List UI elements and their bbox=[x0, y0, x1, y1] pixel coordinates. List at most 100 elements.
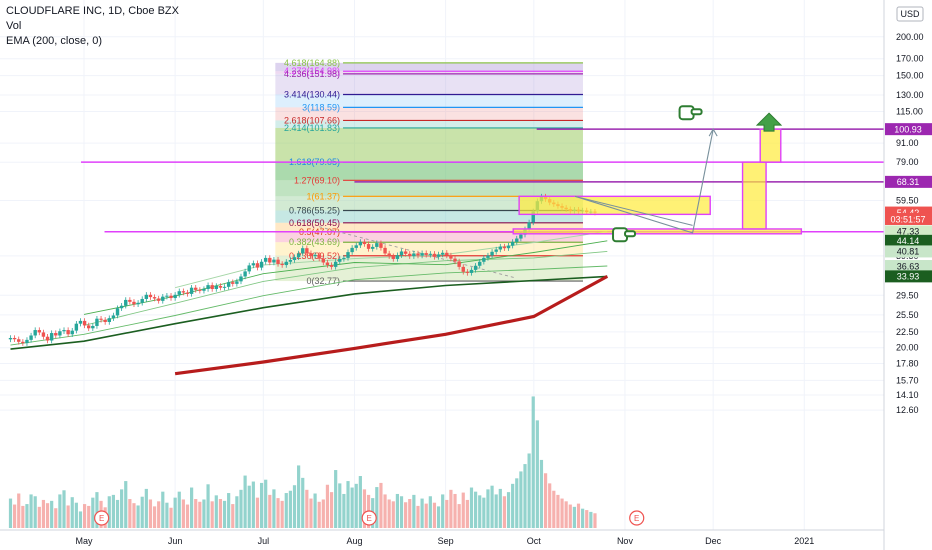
candle-body bbox=[66, 330, 70, 335]
volume-bar bbox=[259, 482, 264, 528]
candle-body bbox=[33, 330, 37, 336]
candle-body bbox=[107, 318, 111, 323]
volume-bar bbox=[420, 498, 424, 528]
up-arrow-icon bbox=[755, 112, 783, 132]
candle-body bbox=[449, 255, 453, 259]
candle-body bbox=[346, 252, 350, 258]
highlight-box bbox=[518, 195, 711, 216]
time-axis-tick: Jul bbox=[258, 536, 270, 546]
volume-bar bbox=[58, 494, 62, 528]
volume-bar bbox=[585, 510, 589, 528]
volume-bar bbox=[82, 504, 87, 528]
candle-body bbox=[519, 234, 523, 239]
volume-bar bbox=[408, 499, 412, 528]
volume-bar bbox=[416, 505, 420, 528]
volume-bar bbox=[399, 496, 404, 528]
price-axis-tick: 22.50 bbox=[896, 327, 919, 337]
candle-body bbox=[296, 253, 301, 258]
price-badge bbox=[885, 225, 932, 238]
candle-body bbox=[329, 265, 334, 267]
volume-bar bbox=[329, 492, 334, 528]
candle-body bbox=[17, 339, 21, 342]
volume-bar bbox=[280, 500, 284, 528]
volume-bar bbox=[404, 502, 408, 528]
volume-bar bbox=[338, 483, 342, 528]
volume-bar bbox=[227, 493, 231, 528]
volume-bar bbox=[218, 499, 223, 528]
candle-body bbox=[309, 253, 313, 257]
volume-bar bbox=[255, 497, 260, 528]
volume-bar bbox=[581, 508, 585, 528]
price-axis-tick: 29.50 bbox=[896, 290, 919, 300]
candle-body bbox=[515, 238, 519, 242]
candle-body bbox=[54, 333, 58, 336]
candle-body bbox=[235, 281, 239, 284]
candle-body bbox=[494, 249, 498, 252]
volume-bar bbox=[95, 492, 99, 528]
price-axis-tick: 130.00 bbox=[896, 90, 924, 100]
volume-bar bbox=[33, 496, 37, 528]
candle-body bbox=[379, 243, 383, 248]
candle-body bbox=[8, 337, 13, 340]
volume-bar bbox=[309, 498, 313, 528]
candle-body bbox=[132, 301, 136, 305]
candle-body bbox=[251, 263, 256, 266]
volume-bar bbox=[474, 491, 478, 528]
price-axis-tick: 115.00 bbox=[896, 107, 923, 117]
candle-body bbox=[305, 248, 309, 254]
time-axis-tick: Jun bbox=[168, 536, 183, 546]
volume-bar bbox=[572, 506, 576, 528]
fib-band bbox=[275, 196, 583, 211]
price-badge-label: 47.33 bbox=[897, 227, 920, 237]
volume-bar bbox=[301, 477, 305, 528]
volume-bar bbox=[136, 505, 140, 528]
candle-body bbox=[416, 253, 420, 256]
fib-level-label: 0(32.77) bbox=[306, 276, 340, 286]
highlight-box bbox=[759, 128, 782, 163]
volume-bar bbox=[317, 501, 321, 528]
legend-symbol[interactable]: CLOUDFLARE INC, 1D, Cboe BZX bbox=[6, 5, 179, 17]
price-badge-label: 36.63 bbox=[897, 261, 920, 271]
legend-volume[interactable]: Vol bbox=[6, 20, 22, 32]
candle-body bbox=[62, 330, 66, 332]
price-badge-label: 100.93 bbox=[894, 124, 922, 134]
price-axis-tick: 14.10 bbox=[896, 390, 919, 400]
volume-bar bbox=[548, 483, 552, 528]
volume-bar bbox=[527, 453, 531, 528]
moving-average-line bbox=[10, 265, 608, 346]
candle-body bbox=[78, 320, 83, 324]
legend-ema[interactable]: EMA (200, close, 0) bbox=[6, 35, 102, 47]
fib-level-label: 1.27(69.10) bbox=[294, 175, 340, 185]
volume-bar bbox=[144, 488, 148, 528]
wedge-line bbox=[574, 195, 693, 226]
candle-body bbox=[420, 253, 424, 256]
candle-body bbox=[148, 294, 153, 298]
price-axis-tick: 15.70 bbox=[896, 375, 919, 385]
projection-arrowhead bbox=[708, 128, 718, 137]
volume-bar bbox=[556, 494, 560, 528]
projection-path bbox=[574, 128, 714, 234]
earnings-marker-icon bbox=[629, 510, 645, 526]
fib-level-label: 0.618(50.45) bbox=[289, 218, 340, 228]
volume-bar bbox=[334, 470, 338, 528]
highlight-box bbox=[512, 228, 803, 235]
candle-body bbox=[29, 335, 33, 340]
candle-body bbox=[70, 330, 74, 335]
candle-body bbox=[169, 295, 173, 299]
fib-band bbox=[275, 73, 583, 95]
volume-bar bbox=[441, 494, 445, 528]
volume-bar bbox=[124, 481, 128, 528]
candle-body bbox=[239, 276, 243, 282]
fib-level-label: 2.618(107.66) bbox=[284, 115, 340, 125]
volume-bar bbox=[395, 493, 400, 528]
candle-body bbox=[325, 262, 330, 266]
candle-body bbox=[473, 265, 478, 270]
candle-body bbox=[103, 319, 107, 323]
volume-bar bbox=[251, 481, 255, 528]
candle-body bbox=[457, 261, 461, 267]
candle-body bbox=[403, 251, 408, 254]
candle-body bbox=[210, 285, 214, 289]
price-axis-tick: 25.50 bbox=[896, 310, 919, 320]
candle-body bbox=[259, 261, 264, 268]
